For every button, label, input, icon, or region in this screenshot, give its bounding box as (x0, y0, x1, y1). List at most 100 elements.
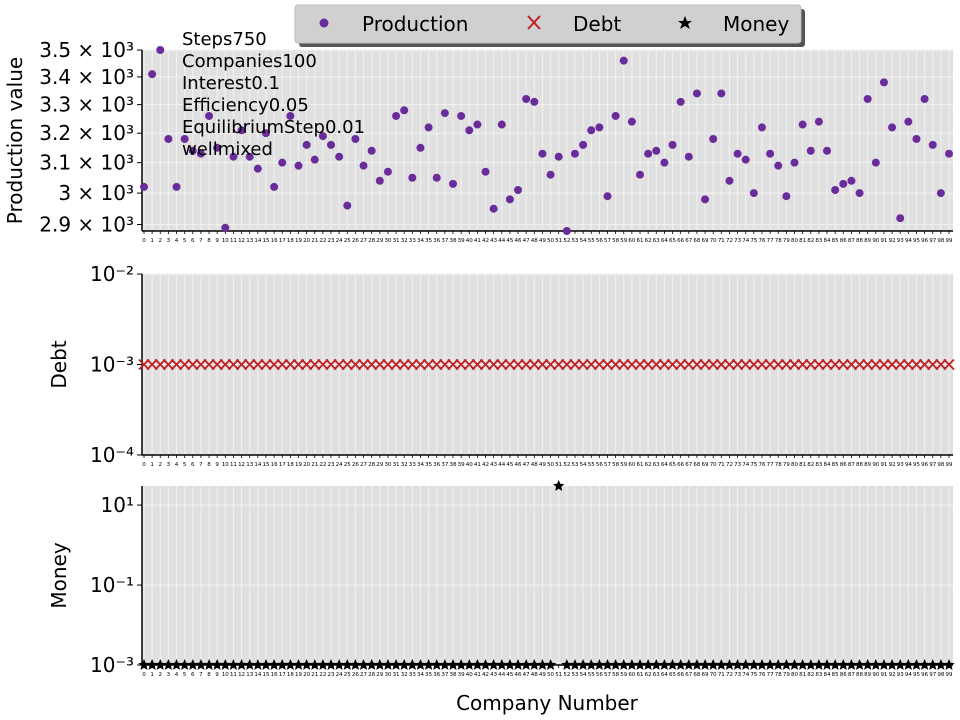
debt-point (853, 358, 866, 371)
debt-point (528, 358, 540, 371)
x-tick-label: 61 (637, 462, 644, 468)
x-tick-label: 70 (710, 238, 717, 244)
x-tick-label: 4 (175, 238, 179, 244)
debt-point (821, 358, 833, 371)
x-tick-label: 73 (734, 672, 741, 678)
x-tick-label: 99 (946, 462, 953, 468)
x-tick-label: 32 (401, 672, 408, 678)
x-tick-label: 27 (360, 672, 367, 678)
debt-point (422, 358, 435, 371)
debt-point (626, 358, 638, 371)
x-tick-label: 79 (783, 672, 790, 678)
debt-point (390, 358, 402, 371)
production-point (261, 129, 270, 138)
x-tick-label: 23 (328, 238, 335, 244)
production-point (140, 182, 148, 191)
production-point (668, 140, 677, 149)
debt-point (902, 358, 914, 371)
legend: Production Debt Money (294, 4, 805, 47)
x-tick-label: 13 (246, 462, 253, 468)
production-point (351, 135, 360, 144)
production-point (757, 123, 766, 132)
x-tick-label: 14 (254, 672, 261, 678)
x-tick-label: 53 (571, 462, 578, 468)
x-tick-label: 54 (580, 238, 587, 244)
x-tick-label: 32 (401, 238, 408, 244)
debt-point (203, 358, 215, 371)
x-tick-label: 37 (441, 462, 448, 468)
x-tick-label: 23 (328, 462, 335, 468)
debt-point (536, 358, 549, 371)
x-tick-label: 17 (279, 238, 286, 244)
x-tick-label: 65 (669, 672, 676, 678)
x-tick-label: 64 (661, 238, 668, 244)
x-tick-label: 85 (832, 462, 839, 468)
x-tick-label: 69 (702, 238, 709, 244)
money-point (536, 659, 549, 670)
debt-point (756, 358, 768, 371)
money-point (179, 659, 191, 670)
x-tick-label: 22 (319, 462, 326, 468)
production-point (196, 149, 205, 158)
production-point (237, 126, 246, 135)
debt-point (569, 358, 581, 371)
production-point (603, 192, 612, 201)
debt-point (772, 358, 784, 371)
x-tick-label: 98 (937, 238, 944, 244)
debt-point (162, 358, 175, 371)
production-point (611, 111, 620, 120)
production-point (432, 173, 441, 182)
x-tick-label: 97 (929, 462, 936, 468)
money-point (292, 659, 305, 670)
debt-point (496, 358, 508, 371)
production-point (546, 170, 555, 179)
money-point (821, 659, 833, 670)
debt-point (927, 358, 939, 371)
money-point (731, 659, 744, 670)
x-tick-label: 75 (750, 238, 757, 244)
x-tick-label: 35 (425, 462, 432, 468)
x-tick-label: 20 (303, 462, 310, 468)
debt-point (398, 358, 410, 371)
production-point (473, 120, 482, 129)
cross-icon (527, 15, 541, 30)
x-tick-label: 56 (596, 238, 603, 244)
x-tick-label: 47 (523, 672, 530, 678)
production-point (741, 155, 750, 164)
x-tick-label: 62 (645, 672, 652, 678)
x-tick-label: 81 (799, 462, 806, 468)
debt-point (699, 358, 711, 371)
debt-point (406, 358, 418, 371)
x-tick-label: 93 (897, 238, 904, 244)
x-tick-label: 13 (246, 672, 253, 678)
debt-point (292, 358, 305, 371)
debt-point (227, 358, 240, 371)
production-point (570, 149, 579, 158)
x-tick-label: 79 (783, 238, 790, 244)
x-tick-label: 30 (384, 462, 391, 468)
x-tick-label: 81 (799, 238, 806, 244)
x-tick-label: 89 (864, 238, 871, 244)
x-tick-label: 48 (531, 238, 538, 244)
x-tick-label: 94 (905, 672, 912, 678)
x-tick-label: 84 (824, 238, 831, 244)
x-tick-label: 88 (856, 462, 863, 468)
x-tick-label: 37 (441, 672, 448, 678)
production-point (806, 146, 815, 155)
production-point (749, 189, 758, 198)
x-tick-label: 82 (807, 238, 814, 244)
x-tick-label: 71 (718, 462, 725, 468)
debt-point (366, 358, 378, 371)
money-point (227, 659, 240, 670)
x-tick-label: 45 (506, 238, 513, 244)
x-tick-label: 53 (571, 672, 578, 678)
x-tick-label: 77 (767, 238, 774, 244)
x-tick-label: 6 (191, 672, 195, 678)
x-tick-label: 54 (580, 462, 587, 468)
x-tick-label: 56 (596, 462, 603, 468)
x-tick-label: 43 (490, 462, 497, 468)
money-point (658, 659, 671, 670)
debt-point (878, 358, 890, 371)
money-point (788, 659, 801, 670)
